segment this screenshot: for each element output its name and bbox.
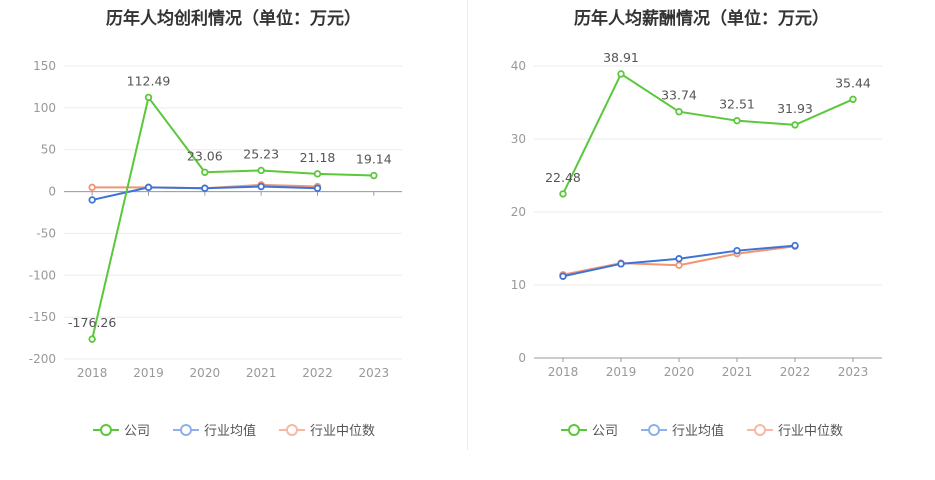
data-point-company [144, 93, 153, 102]
legend-item-industry-avg[interactable]: 行业均值 [640, 420, 724, 439]
profit-chart-panel: 历年人均创利情况（单位：万元） 150 100 50 0 -50 -100 -150 -200… [0, 0, 467, 480]
legend-item-company[interactable]: 公司 [92, 420, 150, 439]
y-tick-label: 100 [33, 101, 56, 115]
legend-item-industry-median[interactable]: 行业中位数 [746, 420, 843, 439]
salary-chart-title: 历年人均薪酬情况（单位：万元） [574, 9, 829, 29]
legend-item-industry-avg[interactable]: 行业均值 [172, 420, 256, 439]
data-label: 23.06 [187, 148, 223, 163]
data-point-industry-avg [257, 182, 265, 191]
data-point-industry-avg [617, 260, 625, 268]
x-tick-label: 2018 [77, 366, 108, 380]
data-point-company [313, 170, 322, 178]
y-tick-label: 150 [33, 59, 56, 73]
x-tick-label: 2018 [548, 365, 579, 379]
data-point-industry-avg [675, 255, 683, 263]
data-point-industry-median [88, 183, 96, 192]
data-label: 35.44 [835, 75, 871, 90]
data-label: 25.23 [243, 146, 279, 161]
data-label: 22.48 [545, 170, 581, 185]
series-line-company [562, 72, 854, 195]
x-tick-label: 2021 [722, 365, 753, 379]
y-tick-label: 20 [511, 205, 526, 219]
series-line-company [91, 95, 374, 340]
profit-chart-legend: 公司 行业均值 行业中位数 [0, 420, 467, 439]
y-tick-label: 0 [48, 185, 56, 199]
y-tick-label: -100 [29, 268, 56, 282]
legend-label-industry-avg: 行业均值 [203, 424, 256, 439]
legend-marker-company [92, 423, 119, 436]
y-tick-label: -200 [29, 352, 56, 366]
legend-label-industry-median: 行业中位数 [778, 424, 844, 439]
legend-item-industry-median[interactable]: 行业中位数 [278, 420, 375, 439]
data-point-company [849, 95, 857, 103]
legend-label-industry-avg: 行业均值 [671, 424, 724, 439]
data-point-industry-avg [559, 272, 567, 280]
salary-chart-legend: 公司 行业均值 行业中位数 [468, 420, 935, 439]
data-point-company [791, 121, 799, 129]
legend-marker-industry-median [747, 423, 773, 436]
data-point-industry-avg [88, 196, 96, 204]
data-label: 33.74 [661, 88, 697, 103]
y-tick-label: 40 [511, 59, 526, 73]
data-label: 31.93 [777, 101, 813, 116]
data-point-industry-avg [791, 241, 799, 250]
data-point-industry-avg [144, 183, 153, 192]
y-tick-label: 0 [518, 351, 526, 365]
data-point-company [88, 335, 96, 343]
data-point-company [733, 116, 741, 125]
salary-chart-plot: 40 30 20 10 0 2018 2019 2020 2021 2022 2023 22.48 38… [511, 50, 882, 379]
data-point-industry-avg [201, 184, 209, 192]
legend-label-company: 公司 [591, 424, 618, 439]
data-label: 112.49 [127, 73, 171, 88]
legend-item-company[interactable]: 公司 [560, 420, 618, 439]
y-tick-label: 10 [511, 278, 526, 292]
data-point-company [257, 166, 265, 175]
x-tick-label: 2022 [780, 365, 811, 379]
panel-divider [467, 0, 468, 450]
x-tick-label: 2019 [133, 366, 164, 380]
data-point-company [559, 190, 567, 198]
data-point-company [675, 107, 683, 116]
x-tick-label: 2020 [190, 366, 221, 380]
x-tick-label: 2023 [838, 365, 869, 379]
legend-marker-company [560, 423, 587, 436]
y-tick-label: 50 [41, 143, 56, 157]
data-point-industry-avg [313, 184, 322, 192]
legend-marker-industry-median [279, 423, 305, 436]
data-label: 19.14 [356, 152, 392, 167]
data-point-company [617, 70, 625, 78]
data-label: 38.91 [603, 50, 639, 65]
data-label: 21.18 [300, 150, 336, 165]
x-tick-label: 2023 [359, 366, 390, 380]
salary-chart-panel: 历年人均薪酬情况（单位：万元） 40 30 20 10 0 2018 2019 2020 202… [468, 0, 935, 480]
legend-marker-industry-avg [640, 423, 667, 436]
data-label: -176.26 [68, 315, 116, 330]
y-tick-label: 30 [511, 132, 526, 146]
y-tick-label: -150 [29, 310, 56, 324]
data-point-industry-avg [733, 246, 741, 255]
x-tick-label: 2021 [246, 366, 277, 380]
data-label: 32.51 [719, 97, 755, 112]
x-tick-label: 2022 [302, 366, 333, 380]
x-tick-label: 2020 [664, 365, 695, 379]
data-point-company [201, 168, 209, 176]
legend-label-industry-median: 行业中位数 [310, 424, 376, 439]
x-tick-label: 2019 [606, 365, 637, 379]
legend-label-company: 公司 [123, 424, 150, 439]
profit-chart-title: 历年人均创利情况（单位：万元） [106, 9, 361, 29]
data-point-industry-median [675, 261, 683, 269]
legend-marker-industry-avg [172, 423, 199, 436]
y-tick-label: -50 [36, 226, 56, 240]
profit-chart-plot: 150 100 50 0 -50 -100 -150 -200 2018 2019 2020 2021… [29, 59, 402, 380]
data-point-company [370, 171, 378, 180]
